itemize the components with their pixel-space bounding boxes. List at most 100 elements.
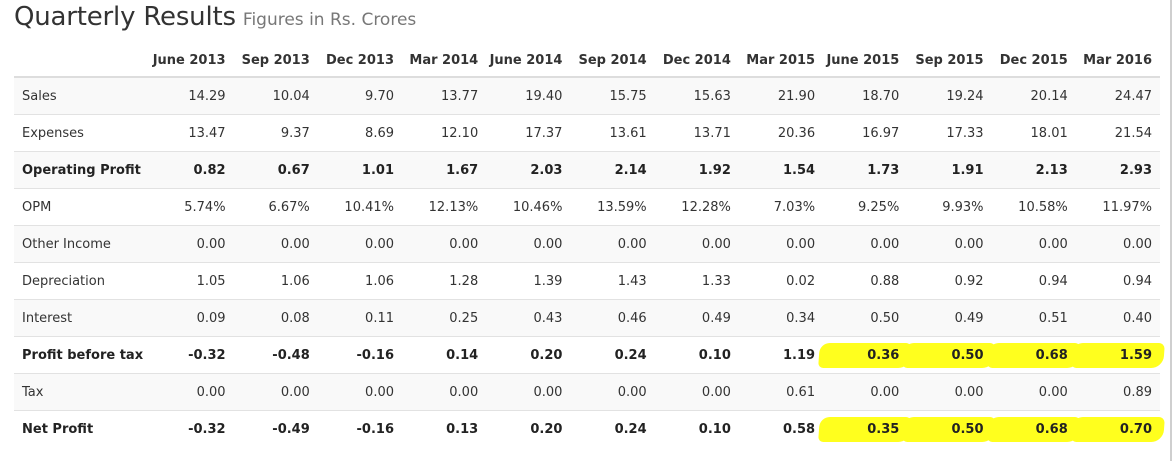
cell-value: 0.11 bbox=[365, 310, 394, 326]
cell-value: 0.02 bbox=[786, 273, 816, 289]
cell-value: 0.00 bbox=[533, 236, 563, 252]
cell-value: 1.73 bbox=[867, 162, 900, 178]
cell-value: -0.16 bbox=[356, 347, 394, 363]
cell-value: 0.24 bbox=[614, 347, 647, 363]
row-label: Sales bbox=[14, 77, 150, 115]
cell-value: 0.67 bbox=[277, 162, 310, 178]
cell-value: 0.00 bbox=[786, 236, 816, 252]
table-cell: 0.70 bbox=[1070, 410, 1165, 447]
column-header: June 2015 bbox=[823, 44, 908, 78]
cell-value: 18.01 bbox=[1030, 125, 1068, 141]
table-cell: 0.00 bbox=[907, 373, 992, 411]
section-title: Quarterly Results bbox=[14, 2, 236, 32]
cell-value: 0.00 bbox=[196, 236, 226, 252]
table-cell: 0.25 bbox=[402, 299, 487, 337]
column-header: Sep 2014 bbox=[570, 44, 655, 78]
cell-value: 1.01 bbox=[361, 162, 394, 178]
cell-value: 0.20 bbox=[530, 347, 563, 363]
table-cell: 0.00 bbox=[402, 373, 487, 411]
table-cell: 0.00 bbox=[233, 373, 318, 411]
cell-value: 10.04 bbox=[272, 88, 310, 104]
cell-value: -0.48 bbox=[272, 347, 310, 363]
cell-value: 0.00 bbox=[617, 236, 647, 252]
cell-value: 6.67% bbox=[268, 199, 310, 215]
table-cell: 10.46% bbox=[486, 188, 571, 226]
cell-value: 7.03% bbox=[773, 199, 816, 215]
table-cell: 1.01 bbox=[317, 151, 402, 189]
cell-value: 20.36 bbox=[777, 125, 816, 141]
cell-value: 0.00 bbox=[365, 236, 394, 252]
cell-value: 0.00 bbox=[196, 384, 226, 400]
cell-value: 0.08 bbox=[280, 310, 310, 326]
cell-value: 10.58% bbox=[1018, 199, 1068, 215]
cell-value: 13.61 bbox=[609, 125, 647, 141]
cell-value: 0.50 bbox=[870, 310, 900, 326]
table-cell: 0.00 bbox=[317, 373, 402, 411]
table-cell: 2.13 bbox=[991, 151, 1076, 189]
cell-value: 0.14 bbox=[446, 347, 479, 363]
cell-value: 0.49 bbox=[954, 310, 984, 326]
cell-value: 0.10 bbox=[698, 347, 731, 363]
table-cell: -0.16 bbox=[317, 410, 402, 447]
table-cell: -0.49 bbox=[233, 410, 318, 447]
cell-value: 0.24 bbox=[614, 421, 647, 437]
column-header: Mar 2014 bbox=[402, 44, 487, 78]
table-cell: 0.14 bbox=[402, 336, 487, 374]
cell-value: 0.34 bbox=[786, 310, 816, 326]
cell-value: 0.00 bbox=[1123, 236, 1152, 252]
table-cell: 0.40 bbox=[1075, 299, 1160, 337]
cell-value: 0.61 bbox=[786, 384, 816, 400]
table-cell: 19.24 bbox=[907, 77, 992, 115]
table-row: Tax 0.00 0.00 0.00 0.00 0.00 0.00 0.00 0.61 0.00 0… bbox=[14, 373, 1160, 411]
column-header: Sep 2013 bbox=[233, 44, 318, 78]
cell-value: 0.43 bbox=[533, 310, 563, 326]
table-cell: 0.00 bbox=[486, 373, 571, 411]
table-cell: 9.93% bbox=[907, 188, 992, 226]
table-cell: 18.01 bbox=[991, 114, 1076, 152]
table-header-row: June 2013 Sep 2013 Dec 2013 Mar 2014 Jun… bbox=[14, 44, 1160, 78]
cell-value: 0.00 bbox=[365, 384, 394, 400]
quarterly-results-table: June 2013 Sep 2013 Dec 2013 Mar 2014 Jun… bbox=[14, 44, 1165, 447]
cell-value: 0.46 bbox=[617, 310, 647, 326]
cell-value: 9.37 bbox=[280, 125, 310, 141]
table-cell: 21.54 bbox=[1075, 114, 1160, 152]
table-cell: 18.70 bbox=[823, 77, 908, 115]
table-cell: 0.00 bbox=[402, 225, 487, 263]
table-body: Sales 14.29 10.04 9.70 13.77 19.40 15.75 15.63 2… bbox=[14, 77, 1165, 447]
table-cell: 1.39 bbox=[486, 262, 571, 300]
panel-right-border bbox=[1170, 0, 1172, 461]
table-cell: 1.91 bbox=[907, 151, 992, 189]
table-cell: 0.00 bbox=[654, 373, 739, 411]
table-cell: -0.32 bbox=[149, 336, 234, 374]
table-cell: 1.33 bbox=[654, 262, 739, 300]
table-cell: 9.70 bbox=[317, 77, 402, 115]
table-cell: 1.59 bbox=[1070, 336, 1165, 374]
table-cell: 0.49 bbox=[654, 299, 739, 337]
table-cell: 1.73 bbox=[823, 151, 908, 189]
table-cell: 5.74% bbox=[149, 188, 234, 226]
cell-value: 0.00 bbox=[954, 236, 984, 252]
column-header: Dec 2014 bbox=[654, 44, 739, 78]
table-cell: 0.82 bbox=[149, 151, 234, 189]
table-cell: 13.59% bbox=[570, 188, 655, 226]
cell-value: 12.13% bbox=[428, 199, 479, 215]
table-cell: 0.24 bbox=[570, 336, 655, 374]
table-cell: 12.28% bbox=[654, 188, 739, 226]
table-cell: 0.00 bbox=[317, 225, 402, 263]
column-header: June 2013 bbox=[149, 44, 234, 78]
cell-value: 15.75 bbox=[609, 88, 647, 104]
table-row: Interest 0.09 0.08 0.11 0.25 0.43 0.46 0.49 0.34… bbox=[14, 299, 1160, 337]
table-cell: 0.00 bbox=[654, 225, 739, 263]
table-cell: 0.35 bbox=[818, 410, 913, 447]
cell-value: 11.97% bbox=[1102, 199, 1152, 215]
column-header: Mar 2015 bbox=[738, 44, 824, 78]
table-cell: 13.77 bbox=[402, 77, 487, 115]
table-cell: 2.03 bbox=[486, 151, 571, 189]
table-row: Expenses 13.47 9.37 8.69 12.10 17.37 13.61 13.7… bbox=[14, 114, 1160, 152]
row-label: Expenses bbox=[14, 114, 150, 152]
cell-value: 8.69 bbox=[365, 125, 394, 141]
table-cell: 10.58% bbox=[991, 188, 1076, 226]
table-cell: 10.04 bbox=[233, 77, 318, 115]
cell-value: 1.92 bbox=[698, 162, 731, 178]
